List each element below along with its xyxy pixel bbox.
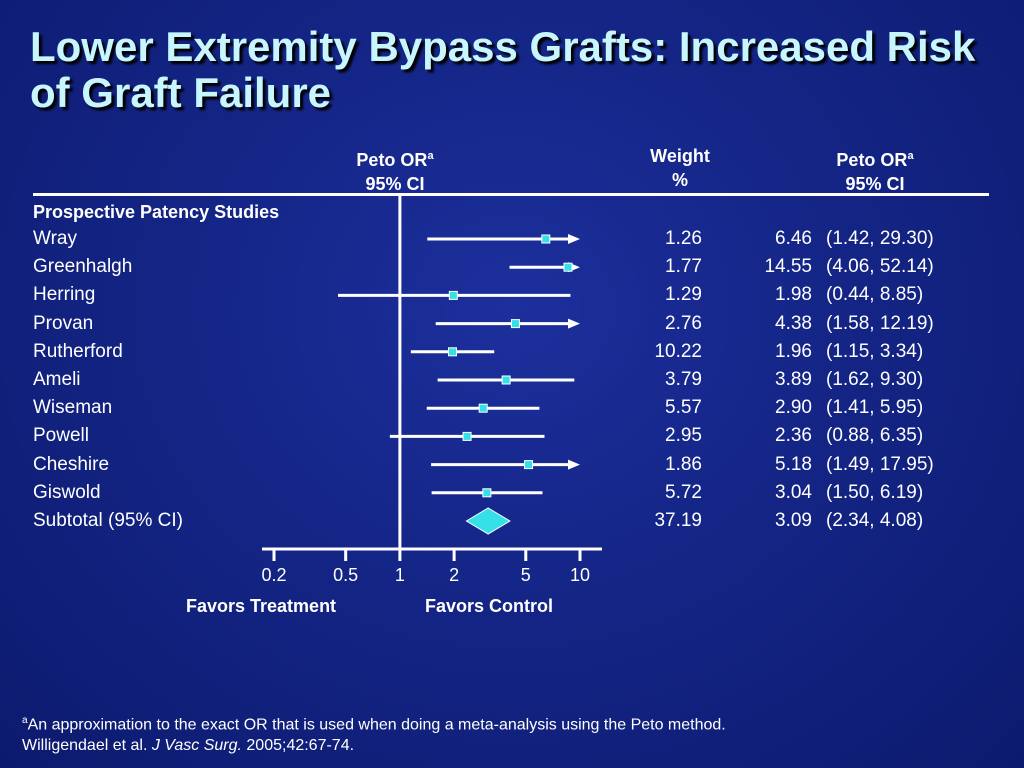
- point-estimate: [501, 375, 511, 385]
- favors-treatment-label: Favors Treatment: [186, 596, 337, 616]
- study-weight: 1.86: [665, 453, 702, 475]
- x-tick-label: 5: [521, 565, 531, 585]
- point-estimate: [563, 262, 573, 272]
- ci-arrow: [568, 234, 580, 244]
- study-ci: (0.44, 8.85): [826, 284, 924, 306]
- study-ci: (1.42, 29.30): [826, 228, 934, 249]
- x-tick-label: 10: [570, 565, 590, 585]
- study-label: Wiseman: [33, 397, 113, 419]
- study-or: 14.55: [764, 256, 812, 278]
- study-weight: 10.22: [654, 340, 702, 362]
- x-tick-label: 0.2: [261, 565, 286, 585]
- study-ci: (1.41, 5.95): [826, 397, 924, 419]
- favors-control-label: Favors Control: [425, 596, 554, 616]
- point-estimate: [482, 488, 492, 498]
- study-label: Ameli: [33, 369, 81, 390]
- point-estimate: [448, 290, 458, 300]
- header-or-right-sup: a: [907, 150, 914, 162]
- subtotal-diamond: [465, 507, 511, 535]
- point-estimate: [478, 403, 488, 413]
- study-or: 3.89: [775, 369, 812, 390]
- section-heading: Prospective Patency Studies: [33, 202, 280, 222]
- study-label: Herring: [33, 284, 96, 306]
- subtotal-label: Subtotal (95% CI): [33, 510, 183, 531]
- citation-authors: Willigendael et al.: [22, 737, 152, 755]
- citation-rest: 2005;42:67-74.: [241, 737, 355, 755]
- study-weight: 5.57: [665, 397, 702, 419]
- study-weight: 2.95: [665, 425, 702, 447]
- point-estimate: [510, 319, 520, 329]
- study-weight: 3.79: [665, 369, 702, 390]
- study-ci: (1.49, 17.95): [826, 453, 934, 475]
- study-weight: 1.77: [665, 256, 702, 278]
- study-or: 4.38: [775, 312, 812, 334]
- header-or-right-text: Peto OR: [836, 150, 908, 170]
- x-tick-label: 0.5: [333, 565, 358, 585]
- citation-journal: J Vasc Surg.: [151, 737, 242, 755]
- study-label: Giswold: [33, 481, 101, 503]
- study-or: 2.36: [775, 425, 812, 447]
- study-label: Cheshire: [33, 453, 110, 475]
- study-label: Provan: [33, 312, 94, 334]
- study-or: 5.18: [775, 453, 812, 475]
- study-ci: (1.50, 6.19): [826, 481, 924, 503]
- header-weight-unit: %: [671, 170, 688, 190]
- study-label: Powell: [33, 425, 89, 447]
- study-ci: (1.62, 9.30): [826, 369, 924, 390]
- x-tick-label: 1: [395, 565, 405, 585]
- study-ci: (1.15, 3.34): [826, 340, 924, 362]
- header-or-left-sup: a: [427, 150, 434, 162]
- point-estimate: [462, 431, 472, 441]
- study-ci: (0.88, 6.35): [826, 425, 924, 447]
- footnote: aAn approximation to the exact OR that i…: [22, 710, 726, 756]
- x-tick-label: 2: [449, 565, 459, 585]
- header-peto-or-left: Peto ORa 95% CI: [330, 144, 460, 196]
- header-or-left-text: Peto OR: [356, 150, 428, 170]
- study-ci: (4.06, 52.14): [826, 256, 934, 278]
- study-or: 2.90: [775, 397, 812, 419]
- study-or: 6.46: [775, 228, 812, 249]
- study-weight: 2.76: [665, 312, 702, 334]
- study-label: Wray: [33, 228, 77, 249]
- study-ci: (1.58, 12.19): [826, 312, 934, 334]
- study-label: Greenhalgh: [33, 256, 133, 278]
- study-or: 1.96: [775, 340, 812, 362]
- header-peto-or-right: Peto ORa 95% CI: [810, 144, 940, 196]
- study-weight: 5.72: [665, 481, 702, 503]
- subtotal-weight: 37.19: [654, 510, 702, 531]
- study-or: 3.04: [775, 481, 812, 503]
- header-ci-left: 95% CI: [365, 174, 425, 194]
- study-weight: 1.29: [665, 284, 702, 306]
- point-estimate: [524, 460, 534, 470]
- header-ci-right: 95% CI: [845, 174, 905, 194]
- ci-arrow: [568, 459, 580, 470]
- point-estimate: [541, 234, 551, 244]
- study-label: Rutherford: [33, 340, 123, 362]
- footnote-text: An approximation to the exact OR that is…: [27, 716, 726, 734]
- footnote-sup: a: [22, 715, 28, 726]
- header-weight: Weight %: [620, 144, 740, 192]
- slide-title: Lower Extremity Bypass Grafts: Increased…: [30, 23, 976, 116]
- point-estimate: [448, 347, 458, 357]
- ci-arrow: [568, 318, 580, 329]
- study-weight: 1.26: [665, 228, 702, 249]
- header-rule: [33, 193, 989, 196]
- header-weight-text: Weight: [650, 146, 710, 166]
- subtotal-or: 3.09: [775, 510, 812, 531]
- subtotal-ci: (2.34, 4.08): [826, 510, 924, 531]
- study-or: 1.98: [775, 284, 812, 306]
